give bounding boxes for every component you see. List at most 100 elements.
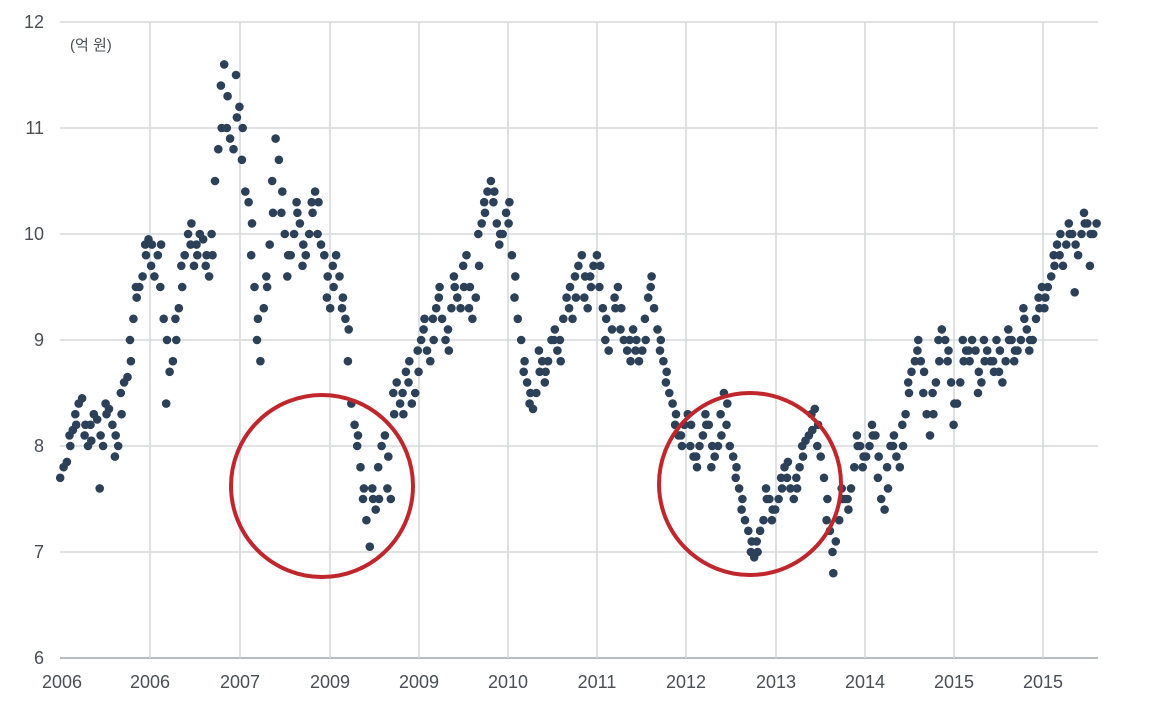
data-point <box>952 399 962 408</box>
data-point <box>753 547 762 557</box>
data-point <box>532 388 541 398</box>
data-point <box>159 314 168 324</box>
data-point <box>1077 229 1086 239</box>
x-tick-label: 2011 <box>578 672 617 692</box>
data-point <box>565 282 575 292</box>
data-point <box>322 293 332 302</box>
data-point <box>982 346 992 355</box>
data-point <box>328 261 338 271</box>
data-point <box>358 494 368 504</box>
data-point <box>1019 303 1028 313</box>
data-point <box>450 282 460 292</box>
data-point <box>267 176 277 186</box>
data-point <box>244 197 253 207</box>
highlight-circle-1 <box>229 393 415 579</box>
data-point <box>474 229 483 239</box>
data-point <box>365 542 375 551</box>
data-point <box>129 314 138 324</box>
data-point <box>172 335 181 345</box>
data-point <box>979 335 989 345</box>
y-tick-label: 7 <box>34 542 44 562</box>
data-point <box>353 431 363 440</box>
data-point <box>770 505 780 514</box>
data-point <box>498 229 508 239</box>
data-point <box>1043 282 1053 292</box>
data-point <box>526 388 535 398</box>
data-point <box>592 250 602 260</box>
data-point <box>150 272 159 281</box>
data-point <box>413 346 423 355</box>
x-tick-label: 2012 <box>666 672 706 692</box>
data-point <box>162 335 172 345</box>
data-point <box>883 484 893 493</box>
data-point <box>71 409 80 419</box>
x-axis: 2006 2006 2007 2009 2009 2010 2011 2012 2013 2014… <box>42 672 1063 692</box>
data-point <box>520 356 529 366</box>
data-point <box>165 367 174 377</box>
data-point <box>420 314 429 324</box>
data-point <box>686 441 695 451</box>
data-point <box>516 335 526 345</box>
data-point <box>335 272 344 281</box>
data-point <box>661 378 671 387</box>
data-point <box>671 409 681 419</box>
data-point <box>728 452 738 461</box>
data-point <box>343 356 353 366</box>
data-point <box>601 314 611 324</box>
data-point <box>453 293 462 302</box>
data-point <box>304 229 314 239</box>
data-point <box>265 240 275 249</box>
data-point <box>570 272 580 281</box>
data-point <box>626 356 635 366</box>
data-point <box>289 229 299 239</box>
data-point <box>967 335 977 345</box>
data-point <box>534 346 544 355</box>
data-point <box>507 250 517 260</box>
data-point <box>622 346 632 355</box>
data-point <box>386 494 396 504</box>
data-point <box>919 367 929 377</box>
data-point <box>596 261 605 271</box>
data-point <box>214 144 223 154</box>
data-point <box>898 420 907 430</box>
data-point <box>486 176 496 186</box>
data-point <box>117 409 126 419</box>
data-point <box>707 462 716 472</box>
data-point <box>798 452 808 461</box>
data-point <box>931 378 941 387</box>
data-point <box>1083 219 1092 228</box>
data-point <box>732 462 741 472</box>
data-point <box>1058 261 1068 271</box>
data-point <box>295 219 305 228</box>
data-point <box>293 208 302 218</box>
data-point <box>852 431 862 440</box>
data-point <box>571 293 581 302</box>
data-point <box>1041 293 1050 302</box>
data-point <box>701 409 710 419</box>
data-point <box>695 441 704 451</box>
data-point <box>341 314 350 324</box>
data-point <box>583 303 592 313</box>
data-point <box>161 399 171 408</box>
data-point <box>611 303 620 313</box>
data-point <box>655 346 665 355</box>
data-point <box>259 303 269 313</box>
x-tick-label: 2009 <box>310 672 350 692</box>
data-point <box>323 272 333 281</box>
data-point <box>971 346 980 355</box>
data-point <box>888 441 898 451</box>
data-point <box>110 452 120 461</box>
data-point <box>1013 346 1022 355</box>
data-point <box>331 250 341 260</box>
data-point <box>598 303 608 313</box>
data-point <box>92 415 102 424</box>
data-point <box>808 425 817 435</box>
data-point <box>153 250 163 260</box>
data-point <box>1073 250 1083 260</box>
data-point <box>250 282 259 292</box>
data-point <box>977 378 986 387</box>
data-point <box>822 515 831 525</box>
data-point <box>844 505 853 514</box>
data-point <box>717 431 726 440</box>
